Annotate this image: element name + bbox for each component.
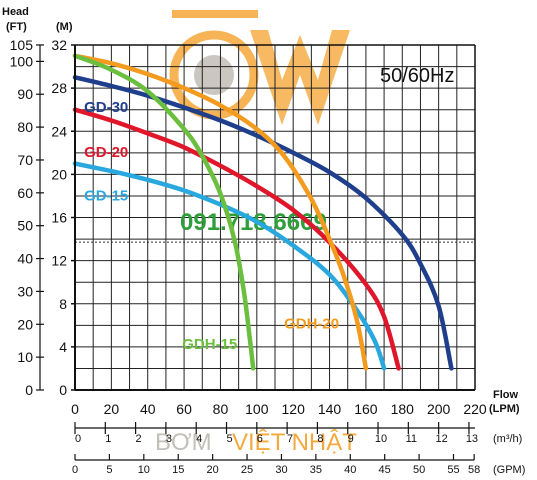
x-tick-label-gpm: 20 xyxy=(207,464,219,476)
x-tick-label-gpm: 35 xyxy=(310,464,322,476)
y-tick-label-ft: 30 xyxy=(17,283,33,299)
x-tick-label-lpm: 160 xyxy=(354,401,378,417)
series-line-gd-15 xyxy=(72,161,387,371)
brand-logo xyxy=(169,10,350,125)
y-tick-label-ft: 50 xyxy=(17,218,33,234)
series-line-gdh-20 xyxy=(72,53,369,371)
y-tick-label-ft: 10 xyxy=(17,349,33,365)
x-tick-label-m3h: 6 xyxy=(257,433,263,445)
x-tick-label-gpm: 25 xyxy=(241,464,253,476)
x-axis-unit-lpm: (LPM) xyxy=(489,403,520,415)
x-tick-label-lpm: 40 xyxy=(140,401,156,417)
x-tick-label-lpm: 0 xyxy=(71,401,79,417)
brand-watermark-right: VIỆT NHẬT xyxy=(232,429,357,456)
x-tick-label-lpm: 120 xyxy=(282,401,306,417)
y-tick-label-ft: 100 xyxy=(10,53,34,69)
y-tick-label-m: 8 xyxy=(59,296,67,312)
x-tick-label-gpm: 50 xyxy=(413,464,425,476)
y-tick-label-ft: 105 xyxy=(10,37,34,53)
x-tick-label-gpm: 10 xyxy=(138,464,150,476)
y-tick-label-ft: 0 xyxy=(25,382,33,398)
x-axis-unit-m3h: (m³/h) xyxy=(493,433,522,445)
x-tick-label-lpm: 220 xyxy=(463,401,487,417)
y-tick-label-m: 0 xyxy=(59,382,67,398)
x-tick-label-m3h: 3 xyxy=(166,433,172,445)
x-tick-label-gpm: 0 xyxy=(72,464,78,476)
y-tick-label-m: 20 xyxy=(51,166,67,182)
x-tick-label-gpm: 45 xyxy=(379,464,391,476)
y-tick-label-ft: 40 xyxy=(17,251,33,267)
brand-watermark-left: BƠM xyxy=(155,429,212,456)
series-label-gdh-15: GDH-15 xyxy=(182,336,237,353)
series-label-gdh-20: GDH-20 xyxy=(284,316,339,333)
series-label-gd-15: GD-15 xyxy=(84,187,128,204)
x-tick-label-gpm: 58 xyxy=(468,464,480,476)
x-tick-label-m3h: 13 xyxy=(466,433,478,445)
x-tick-label-m3h: 8 xyxy=(317,433,323,445)
x-tick-label-gpm: 30 xyxy=(275,464,287,476)
series-label-layer: GD-30 GD-20 GD-15 GDH-20 GDH-15 xyxy=(84,99,339,353)
x-tick-label-m3h: 1 xyxy=(105,433,111,445)
x-tick-label-m3h: 4 xyxy=(196,433,202,445)
x-tick-label-lpm: 180 xyxy=(391,401,415,417)
x-tick-label-lpm: 80 xyxy=(213,401,229,417)
x-axis-title: Flow xyxy=(493,389,518,401)
y-tick-label-m: 28 xyxy=(51,80,67,96)
x-tick-label-m3h: 5 xyxy=(226,433,232,445)
y-axis-unit-ft: (FT) xyxy=(6,21,27,33)
y-axis-unit-m: (M) xyxy=(56,21,73,33)
x-tick-label-lpm: 140 xyxy=(318,401,342,417)
y-tick-label-ft: 70 xyxy=(17,152,33,168)
y-tick-label-m: 4 xyxy=(59,339,67,355)
y-tick-label-m: 24 xyxy=(51,123,67,139)
x-tick-label-m3h: 12 xyxy=(436,433,448,445)
series-label-gd-20: GD-20 xyxy=(84,144,128,161)
x-tick-label-lpm: 20 xyxy=(104,401,120,417)
frequency-label: 50/60Hz xyxy=(380,65,455,87)
x-tick-label-m3h: 9 xyxy=(348,433,354,445)
series-layer xyxy=(72,53,454,371)
series-label-gd-30: GD-30 xyxy=(84,99,128,116)
x-tick-label-gpm: 55 xyxy=(447,464,459,476)
x-tick-label-lpm: 60 xyxy=(176,401,192,417)
axis-layer: 048121620242832(M)0102030405060708090100… xyxy=(2,6,525,476)
x-axis-unit-gpm: (GPM) xyxy=(493,464,525,476)
x-tick-label-m3h: 2 xyxy=(136,433,142,445)
y-tick-label-ft: 20 xyxy=(17,316,33,332)
y-tick-label-ft: 90 xyxy=(17,86,33,102)
x-tick-label-gpm: 15 xyxy=(172,464,184,476)
series-line-gd-20 xyxy=(72,107,401,371)
x-tick-label-gpm: 5 xyxy=(106,464,112,476)
y-tick-label-m: 32 xyxy=(51,37,67,53)
x-tick-label-lpm: 200 xyxy=(427,401,451,417)
series-line-gdh-15 xyxy=(72,53,256,371)
x-tick-label-m3h: 7 xyxy=(287,433,293,445)
x-tick-label-m3h: 10 xyxy=(375,433,387,445)
y-axis-title: Head xyxy=(2,6,29,18)
y-tick-label-ft: 80 xyxy=(17,119,33,135)
x-tick-label-gpm: 40 xyxy=(344,464,356,476)
y-tick-label-m: 16 xyxy=(51,210,67,226)
x-tick-label-lpm: 100 xyxy=(245,401,269,417)
y-tick-label-ft: 60 xyxy=(17,185,33,201)
series-line-gd-30 xyxy=(72,75,454,371)
y-tick-label-m: 12 xyxy=(51,253,67,269)
x-tick-label-m3h: 0 xyxy=(75,433,81,445)
x-tick-label-m3h: 11 xyxy=(406,433,417,445)
